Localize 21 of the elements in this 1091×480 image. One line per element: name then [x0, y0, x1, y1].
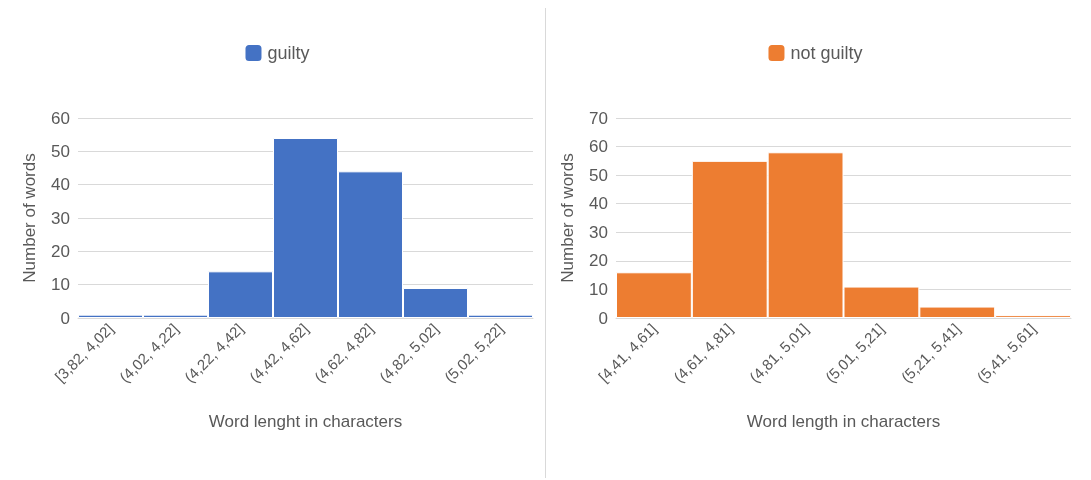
y-tick-label: 50: [589, 165, 608, 185]
x-axis-title: Word lenght in characters: [208, 412, 403, 431]
y-tick-label: 20: [51, 241, 70, 261]
y-tick-label: 20: [589, 251, 608, 271]
y-axis-title: Number of words: [20, 153, 39, 283]
y-tick-label: 30: [589, 222, 608, 242]
y-tick-label: 10: [589, 279, 608, 299]
legend-label: guilty: [267, 43, 310, 63]
y-tick-label: 0: [598, 308, 608, 328]
legend-label: not guilty: [790, 43, 863, 63]
y-tick-label: 50: [51, 141, 70, 161]
y-tick-label: 60: [51, 108, 70, 128]
y-tick-label: 40: [51, 175, 70, 195]
y-tick-label: 40: [589, 194, 608, 214]
y-axis-title: Number of words: [558, 153, 577, 283]
y-tick-label: 60: [589, 137, 608, 157]
y-tick-label: 10: [51, 275, 70, 295]
y-tick-label: 70: [589, 108, 608, 128]
x-axis-title: Word length in characters: [746, 412, 941, 431]
y-tick-label: 30: [51, 208, 70, 228]
y-tick-label: 0: [60, 308, 70, 328]
